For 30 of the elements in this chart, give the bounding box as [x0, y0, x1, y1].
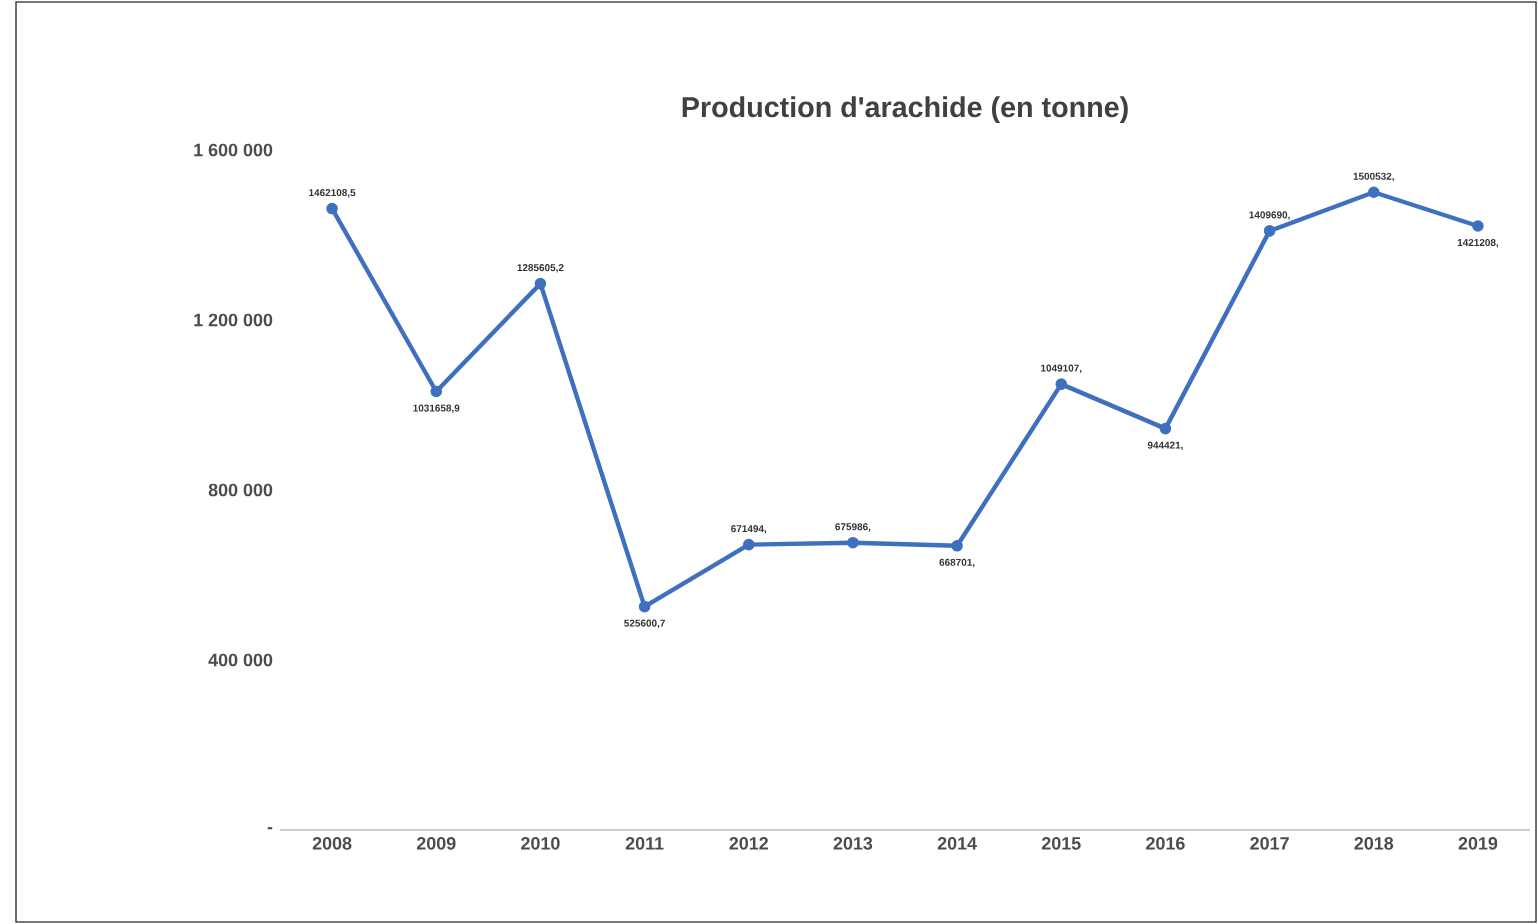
x-tick-label: 2017	[1250, 837, 1289, 850]
point	[1367, 186, 1380, 199]
x-tick-label: 2019	[1458, 837, 1498, 850]
x-tick-label: 2009	[416, 837, 456, 850]
point	[430, 385, 443, 398]
point	[1055, 378, 1068, 390]
y-tick-label: 400 000	[208, 653, 273, 667]
point	[1263, 225, 1276, 237]
y-tick-label: 1 600 000	[194, 143, 273, 157]
x-tick-label: 2013	[833, 837, 873, 850]
y-tick-label: 800 000	[208, 483, 273, 497]
point	[1159, 422, 1172, 435]
point	[1472, 220, 1484, 232]
x-tick-label: 2018	[1354, 837, 1394, 850]
point	[534, 277, 547, 290]
x-tick-label: 2008	[312, 837, 352, 850]
x-tick-label: 2015	[1041, 837, 1081, 850]
point	[326, 202, 338, 215]
point	[951, 540, 963, 552]
point	[742, 538, 755, 551]
x-tick-label: 2012	[729, 837, 768, 850]
x-tick-label: 2016	[1146, 837, 1185, 850]
y-tick-label: 1 200 000	[194, 313, 273, 327]
chart-title: Production d'arachide (en tonne)	[682, 96, 1128, 124]
y-tick-label: -	[267, 827, 273, 830]
x-tick-label: 2011	[625, 837, 664, 850]
point	[847, 536, 859, 549]
x-tick-label: 2014	[937, 837, 977, 850]
x-tick-label: 2010	[521, 837, 560, 850]
point	[638, 600, 651, 613]
